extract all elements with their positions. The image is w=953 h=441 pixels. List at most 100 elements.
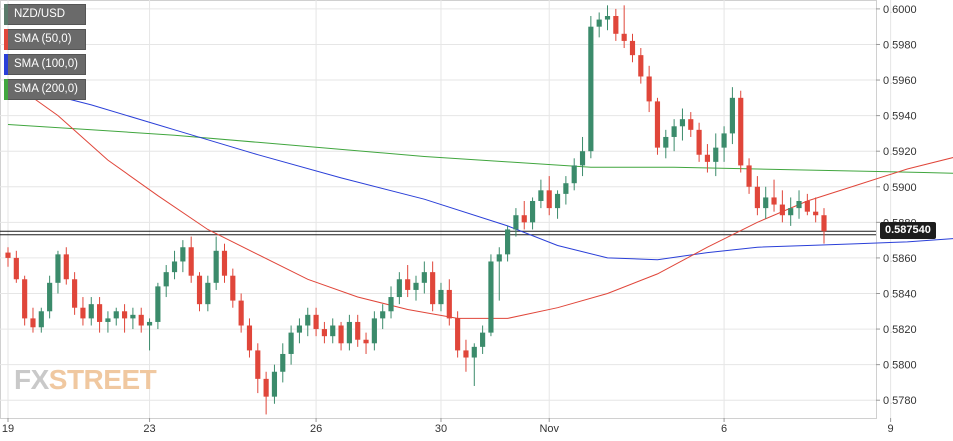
x-tick-label: 9 [888,423,894,435]
y-tick-label: 0.5860 [883,253,917,265]
candle-body [446,289,452,319]
candle-body [388,297,394,312]
legend-label-sma-200: SMA (200,0) [14,83,78,95]
candle-body [246,325,253,351]
candle-body [430,272,436,305]
watermark-street: STREET [48,364,157,395]
candle-body [205,282,211,305]
candle-body [255,350,261,379]
candle-body [155,286,161,322]
candle-body [288,332,294,354]
candle-body [121,311,128,319]
candle-body [346,321,352,344]
candle-body [371,318,377,344]
y-tick-label: 0.5940 [883,111,917,123]
candle-body [338,325,344,344]
candle-body [80,307,86,319]
candle-body [438,289,444,305]
y-tick-label: 0.5820 [883,324,917,336]
candle-body [480,332,486,347]
candle-body [513,215,519,230]
y-tick-label: 0.5900 [883,182,917,194]
candle-body [113,311,119,319]
candle-body [97,304,103,322]
y-tick-label: 0.5920 [883,146,917,158]
legend-swatch-nzdusd [4,4,8,25]
candle-body [654,101,661,148]
candle-body [505,229,511,255]
plot-area-border [0,0,877,419]
candle-body [679,119,686,127]
candle-body [5,252,11,258]
candle-body [646,76,652,102]
sma-50-line [7,79,953,319]
candle-body [471,346,477,358]
candle-body [771,197,777,205]
legend-label-sma-100: SMA (100,0) [14,58,78,70]
candle-body [313,314,319,330]
y-tick-label: 0.5960 [883,75,917,87]
candle-body [171,261,178,273]
candle-body [779,204,785,216]
candle-body [813,211,819,216]
candle-body [38,311,44,328]
candle-body [355,321,361,340]
candle-body [88,304,94,319]
legend-label-nzdusd: NZD/USD [14,8,66,20]
candle-body [55,254,61,283]
candle-body [180,247,186,262]
candle-body [63,254,69,280]
legend-item-nzdusd[interactable]: NZD/USD [4,4,86,25]
candle-body [604,16,611,20]
candle-body [788,208,794,216]
x-tick-label: 30 [435,423,447,435]
candle-body [738,97,744,166]
candle-body [496,254,502,262]
x-tick-label: 23 [143,423,155,435]
x-tick-label: 6 [721,423,727,435]
candle-body [596,19,602,27]
candle-body [763,197,769,209]
candle-body [163,272,169,287]
candle-body [146,321,153,326]
candle-body [821,215,827,232]
candle-body [796,200,802,209]
candle-body [621,33,627,41]
candle-body [488,261,494,333]
candle-body [238,300,244,326]
candle-body [629,40,636,56]
candle-body [688,119,694,130]
candle-body [213,250,219,283]
candle-body [413,282,419,290]
candle-body [138,314,144,326]
candle-body [330,325,336,337]
legend-item-sma-100[interactable]: SMA (100,0) [4,54,86,75]
candle-body [538,190,544,201]
candle-body [804,200,810,212]
legend-swatch-sma-200 [4,79,8,100]
sma-200-line [7,124,953,174]
x-tick-label: 26 [310,423,322,435]
candle-body [188,247,194,276]
candle-body [746,165,752,187]
candle-body [271,371,278,397]
candle-body [72,279,78,308]
legend-swatch-sma-50 [4,29,8,50]
candle-body [196,275,203,305]
candle-body [563,183,569,194]
candle-body [380,311,386,319]
fxstreet-watermark-logo: FXSTREET [14,364,157,396]
candle-body [704,154,711,162]
candle-body [321,329,327,337]
legend-item-sma-50[interactable]: SMA (50,0) [4,29,86,50]
y-tick-label: 0.5780 [883,395,917,407]
candle-body [663,136,669,148]
candle-body [296,325,303,333]
legend-item-sma-200[interactable]: SMA (200,0) [4,79,86,100]
candle-body [22,279,28,319]
candle-body [47,282,53,312]
legend-label-sma-50: SMA (50,0) [14,33,72,45]
candle-body [455,318,461,351]
candle-body [729,97,735,134]
candle-body [696,129,702,155]
